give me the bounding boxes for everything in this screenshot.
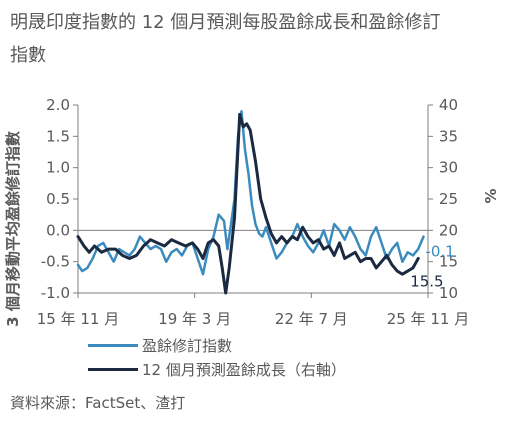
legend-label-revision: 盈餘修訂指數	[142, 336, 233, 355]
x-tick-label: 15 年 11 月	[37, 310, 119, 328]
y-right-tick-label: 40	[439, 96, 458, 114]
source-note: 資料來源：FactSet、渣打	[10, 394, 186, 412]
y-left-tick-label: 2.0	[46, 96, 70, 114]
y-left-tick-label: 0.5	[46, 190, 70, 208]
y-right-tick-label: 30	[439, 159, 458, 177]
x-tick-label: 25 年 11 月	[387, 310, 469, 328]
y-left-tick-label: -0.5	[41, 253, 70, 271]
legend-swatch-revision	[88, 343, 138, 347]
legend-label-growth: 12 個月預測盈餘成長（右軸）	[142, 360, 346, 379]
legend: 盈餘修訂指數 12 個月預測盈餘成長（右軸）	[88, 333, 346, 381]
y-right-tick-label: 10	[439, 284, 458, 302]
end-label-growth: 15.5	[410, 273, 443, 291]
line-chart: 2.0 1.5 1.0 0.5 0.0 -0.5 -1.0 40 35 30 25 20 15 10 15 …	[4, 96, 500, 328]
chart-title-line2: 指數	[10, 45, 46, 66]
y-left-axis-title: 3 個月移動平均盈餘修訂指數	[4, 131, 22, 327]
legend-swatch-growth	[88, 367, 138, 371]
series	[76, 110, 425, 295]
y-left-tick-label: -1.0	[41, 284, 70, 302]
axes: 2.0 1.5 1.0 0.5 0.0 -0.5 -1.0 40 35 30 25 20 15 10 15 …	[4, 96, 500, 328]
y-left-tick-label: 1.5	[46, 127, 70, 145]
y-right-tick-label: 15	[439, 253, 458, 271]
y-right-tick-label: 35	[439, 127, 458, 145]
legend-item-revision: 盈餘修訂指數	[88, 333, 346, 357]
x-tick-label: 22 年 7 月	[275, 310, 348, 328]
y-left-tick-label: 1.0	[46, 159, 70, 177]
y-right-tick-label: 25	[439, 190, 458, 208]
legend-item-growth: 12 個月預測盈餘成長（右軸）	[88, 357, 346, 381]
end-label-revision: -0.1	[425, 243, 454, 261]
y-right-axis-title: %	[482, 188, 500, 203]
y-left-tick-label: 0.0	[46, 221, 70, 239]
labels: -0.1 15.5	[410, 243, 455, 291]
chart-title: 明晟印度指數的 12 個月預測每股盈餘成長和盈餘修訂 指數	[10, 6, 510, 72]
series-line-revision	[76, 110, 425, 276]
y-right-tick-label: 20	[439, 221, 458, 239]
series-line-growth	[76, 112, 420, 295]
chart-title-line1: 明晟印度指數的 12 個月預測每股盈餘成長和盈餘修訂	[10, 12, 441, 33]
x-tick-label: 19 年 3 月	[158, 310, 231, 328]
